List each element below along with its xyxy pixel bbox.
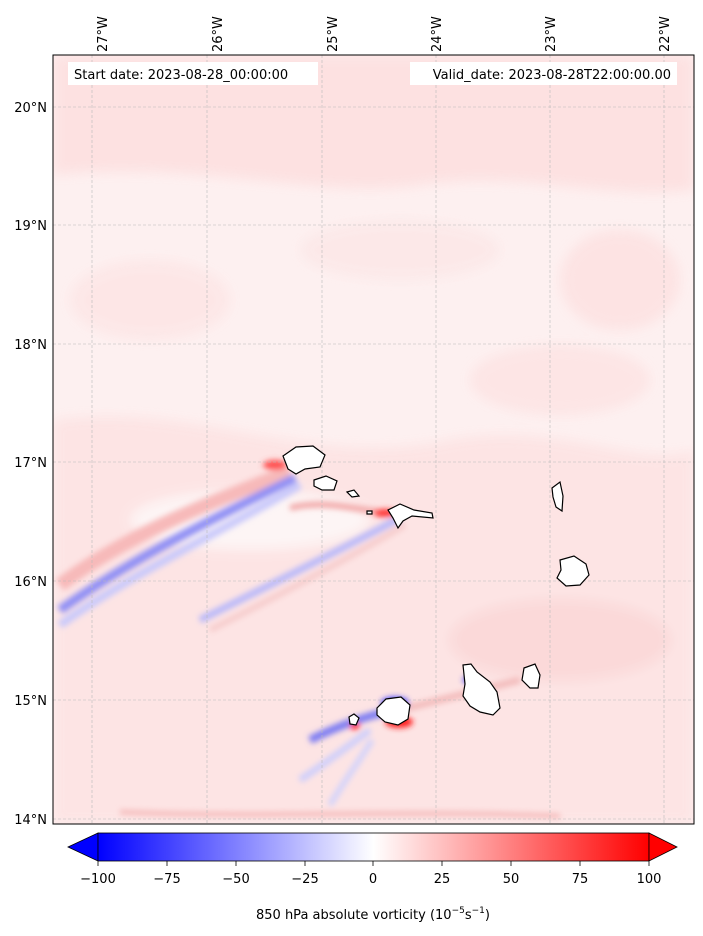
northern-island-wake bbox=[55, 460, 303, 629]
valid-date-label: Valid_date: 2023-08-28T22:00:00.00 bbox=[433, 68, 671, 83]
map-panel bbox=[53, 55, 694, 824]
colorbar-min-extend bbox=[67, 832, 99, 862]
island-branco bbox=[366, 510, 373, 515]
lon-tick-22w: 22°W bbox=[658, 16, 673, 52]
island-sao-vicente bbox=[313, 475, 338, 491]
island-santo-antao bbox=[282, 445, 326, 475]
island-fogo bbox=[376, 696, 411, 726]
island-maio bbox=[521, 663, 541, 689]
island-sal bbox=[551, 480, 564, 513]
central-island-wake bbox=[198, 501, 407, 633]
start-date-label: Start date: 2023-08-28_00:00:00 bbox=[74, 68, 288, 83]
island-santa-luzia bbox=[345, 489, 361, 498]
lon-tick-24w: 24°W bbox=[430, 16, 445, 52]
map-frame bbox=[52, 54, 695, 825]
map-gridlines bbox=[53, 55, 694, 824]
colorbar-tick-75: 75 bbox=[572, 872, 589, 887]
colorbar-tick-neg25: −25 bbox=[291, 872, 318, 887]
colorbar-tick-100: 100 bbox=[637, 872, 662, 887]
latitude-ticks: 20°N 19°N 18°N 17°N 16°N 15°N 14°N bbox=[14, 101, 47, 828]
colorbar-max-extend bbox=[648, 832, 678, 862]
colorbar-tick-25: 25 bbox=[434, 872, 451, 887]
colorbar-tick-marks bbox=[97, 861, 650, 866]
island-santiago bbox=[462, 663, 501, 716]
island-brava bbox=[348, 713, 360, 726]
colorbar-tick-50: 50 bbox=[503, 872, 520, 887]
island-boa-vista bbox=[556, 555, 590, 587]
lon-tick-27w: 27°W bbox=[96, 16, 111, 52]
start-date-box bbox=[68, 62, 318, 85]
island-sao-nicolau bbox=[387, 503, 434, 530]
colorbar: −100 −75 −50 −25 0 25 50 75 100 850 hPa … bbox=[67, 832, 678, 923]
lat-tick-16n: 16°N bbox=[14, 575, 47, 590]
colorbar-label: 850 hPa absolute vorticity (10−5s−1) bbox=[256, 906, 490, 923]
lat-tick-15n: 15°N bbox=[14, 694, 47, 709]
colorbar-tick-0: 0 bbox=[369, 872, 377, 887]
lon-tick-26w: 26°W bbox=[211, 16, 226, 52]
lat-tick-14n: 14°N bbox=[14, 813, 47, 828]
lon-tick-25w: 25°W bbox=[326, 16, 341, 52]
lat-tick-19n: 19°N bbox=[14, 219, 47, 234]
valid-date-box bbox=[410, 62, 677, 85]
island-coastlines bbox=[282, 445, 590, 726]
colorbar-tick-neg50: −50 bbox=[222, 872, 249, 887]
colorbar-tick-neg100: −100 bbox=[80, 872, 116, 887]
colorbar-gradient bbox=[98, 833, 649, 861]
longitude-ticks: 27°W 26°W 25°W 24°W 23°W 22°W bbox=[96, 16, 673, 52]
lat-tick-20n: 20°N bbox=[14, 101, 47, 116]
colorbar-tick-neg75: −75 bbox=[153, 872, 180, 887]
lon-tick-23w: 23°W bbox=[544, 16, 559, 52]
lat-tick-18n: 18°N bbox=[14, 338, 47, 353]
lat-tick-17n: 17°N bbox=[14, 456, 47, 471]
